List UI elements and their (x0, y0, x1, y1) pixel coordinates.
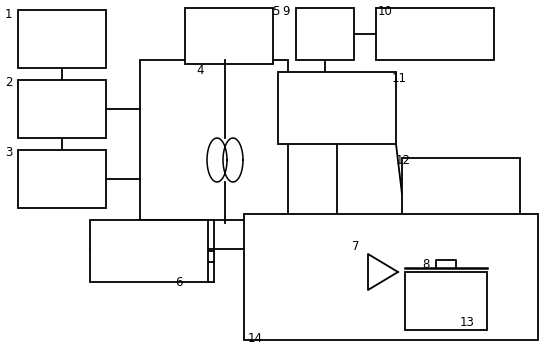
Text: 7: 7 (352, 240, 359, 253)
Text: 13: 13 (460, 316, 475, 329)
Bar (185, 8, 273, 64)
Text: 5: 5 (272, 5, 280, 18)
Bar (402, 158, 520, 230)
Bar (18, 10, 106, 68)
Text: 4: 4 (196, 64, 204, 77)
Text: 14: 14 (248, 332, 263, 345)
Text: 1: 1 (5, 8, 13, 21)
Bar (18, 150, 106, 208)
Bar (244, 214, 538, 340)
Bar (376, 8, 494, 60)
Text: 6: 6 (175, 276, 182, 289)
Bar (278, 72, 396, 144)
Text: 12: 12 (396, 154, 411, 167)
Text: 11: 11 (392, 72, 407, 85)
Bar (405, 272, 487, 330)
Text: 10: 10 (378, 5, 393, 18)
Bar (18, 80, 106, 138)
Bar (90, 220, 208, 282)
Text: 9: 9 (282, 5, 289, 18)
Text: 3: 3 (5, 146, 13, 159)
Bar (296, 8, 354, 60)
Bar (140, 60, 288, 220)
Text: 2: 2 (5, 76, 13, 89)
Text: 8: 8 (422, 258, 429, 271)
